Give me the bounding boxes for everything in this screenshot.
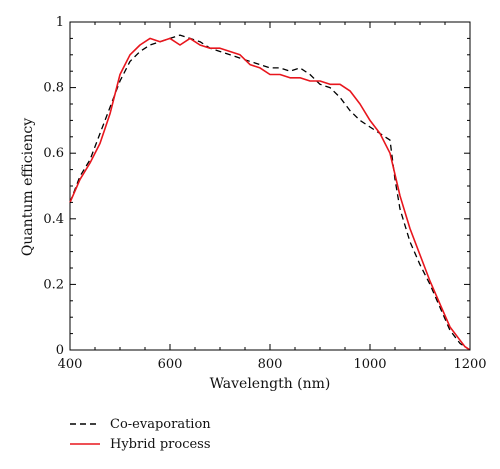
x-tick-label: 400 — [58, 357, 83, 372]
y-tick-label: 0.6 — [43, 146, 64, 161]
x-tick-label: 1200 — [453, 357, 486, 372]
y-axis-label: Quantum efficiency — [20, 118, 36, 256]
plot-frame — [69, 21, 471, 351]
axes — [69, 21, 471, 351]
x-axis-label: Wavelength (nm) — [210, 376, 331, 392]
y-tick-label: 1 — [56, 15, 64, 30]
plot-area — [69, 21, 471, 351]
tick-labels: 400 600 800 1000 1200 0 0.2 0.4 0.6 0.8 1 — [43, 15, 486, 372]
x-tick-label: 600 — [158, 357, 183, 372]
series-layer — [69, 34, 471, 351]
legend-label-hybrid-process: Hybrid process — [110, 437, 211, 452]
series-line-co-evaporation — [69, 34, 471, 351]
x-tick-label: 800 — [258, 357, 283, 372]
y-tick-label: 0.2 — [43, 277, 64, 292]
legend-label-co-evaporation: Co-evaporation — [110, 417, 211, 432]
x-tick-label: 1000 — [353, 357, 386, 372]
y-tick-label: 0.8 — [43, 81, 64, 96]
y-tick-label: 0 — [56, 343, 64, 358]
series-line-hybrid-process — [69, 37, 471, 351]
legend: Co-evaporation Hybrid process — [70, 417, 211, 452]
y-tick-label: 0.4 — [43, 212, 64, 227]
